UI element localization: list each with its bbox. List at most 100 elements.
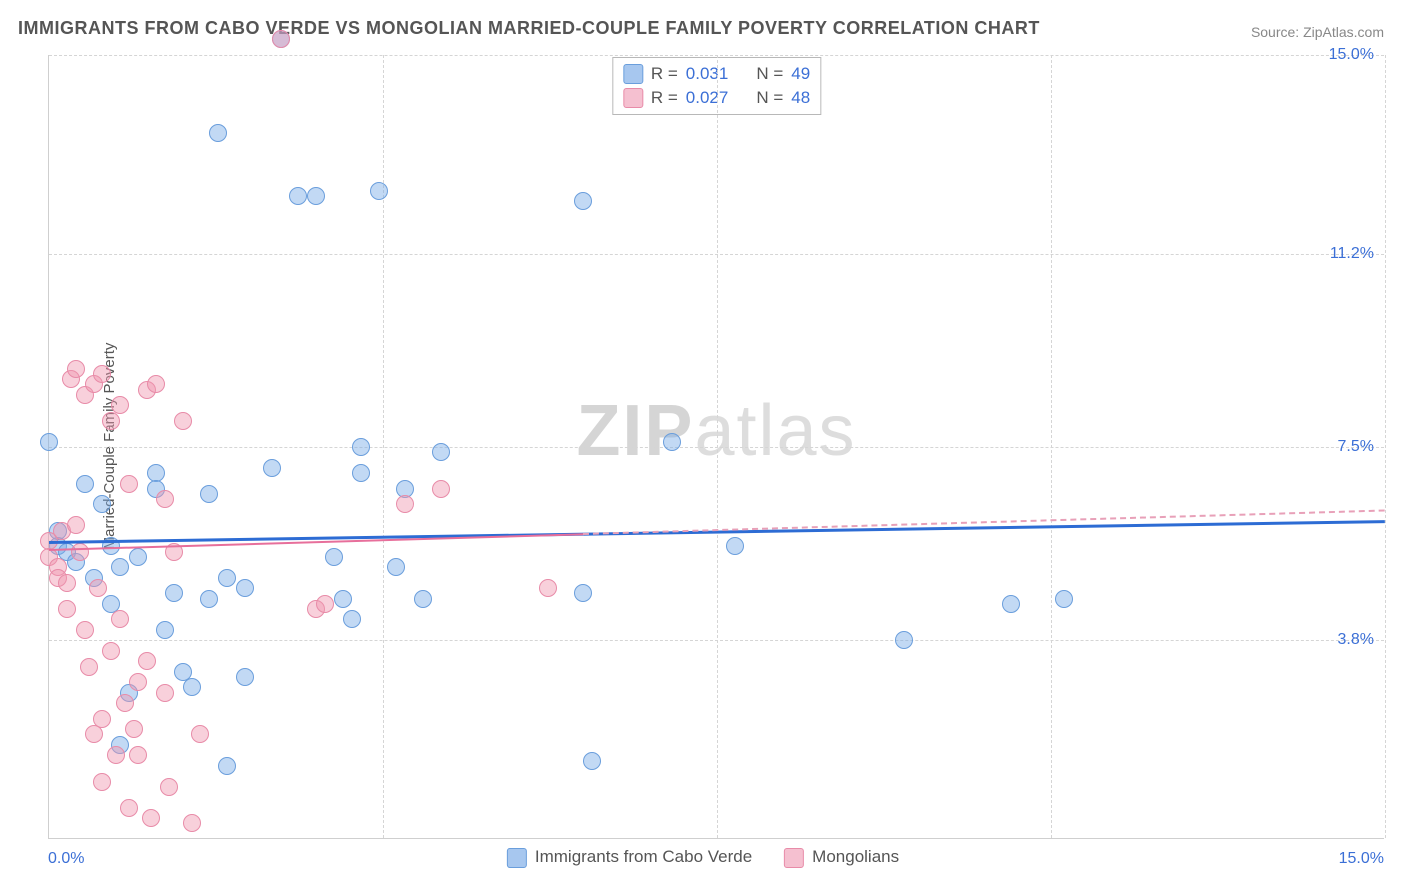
scatter-point — [414, 590, 432, 608]
scatter-point — [191, 725, 209, 743]
scatter-point — [129, 548, 147, 566]
y-tick-label: 15.0% — [1329, 46, 1374, 64]
y-tick-label: 7.5% — [1338, 438, 1374, 456]
scatter-point — [370, 182, 388, 200]
scatter-point — [93, 495, 111, 513]
scatter-point — [93, 773, 111, 791]
scatter-point — [76, 621, 94, 639]
scatter-point — [183, 814, 201, 832]
scatter-point — [236, 668, 254, 686]
scatter-point — [102, 412, 120, 430]
scatter-point — [387, 558, 405, 576]
legend-r-value: 0.031 — [686, 64, 729, 84]
scatter-point — [200, 485, 218, 503]
scatter-point — [316, 595, 334, 613]
watermark-light: atlas — [694, 391, 856, 471]
legend-n-value: 48 — [791, 88, 810, 108]
scatter-point — [183, 678, 201, 696]
scatter-point — [156, 684, 174, 702]
scatter-point — [209, 124, 227, 142]
scatter-point — [160, 778, 178, 796]
legend-swatch — [623, 64, 643, 84]
scatter-point — [67, 360, 85, 378]
scatter-point — [67, 516, 85, 534]
scatter-point — [1055, 590, 1073, 608]
scatter-point — [334, 590, 352, 608]
scatter-point — [663, 433, 681, 451]
scatter-point — [71, 543, 89, 561]
scatter-point — [200, 590, 218, 608]
gridline-v — [383, 55, 384, 838]
scatter-point — [120, 475, 138, 493]
legend-r-label: R = — [651, 88, 678, 108]
scatter-point — [574, 192, 592, 210]
gridline-v — [1385, 55, 1386, 838]
scatter-point — [156, 621, 174, 639]
scatter-point — [85, 725, 103, 743]
source-attribution: Source: ZipAtlas.com — [1251, 24, 1384, 40]
scatter-point — [107, 746, 125, 764]
scatter-point — [111, 610, 129, 628]
scatter-point — [343, 610, 361, 628]
scatter-point — [142, 809, 160, 827]
watermark-bold: ZIP — [576, 391, 694, 471]
scatter-point — [432, 443, 450, 461]
scatter-point — [352, 464, 370, 482]
scatter-point — [93, 365, 111, 383]
scatter-point — [895, 631, 913, 649]
legend-n-label: N = — [756, 88, 783, 108]
scatter-point — [40, 433, 58, 451]
legend-item: Mongolians — [784, 847, 899, 868]
chart-title: IMMIGRANTS FROM CABO VERDE VS MONGOLIAN … — [18, 18, 1040, 39]
legend-bottom: Immigrants from Cabo Verde Mongolians — [507, 847, 899, 868]
scatter-point — [583, 752, 601, 770]
legend-swatch — [507, 848, 527, 868]
scatter-point — [129, 673, 147, 691]
scatter-point — [1002, 595, 1020, 613]
gridline-v — [1051, 55, 1052, 838]
scatter-point — [156, 490, 174, 508]
y-tick-label: 11.2% — [1330, 245, 1374, 263]
legend-n-label: N = — [756, 64, 783, 84]
legend-swatch — [784, 848, 804, 868]
legend-item: Immigrants from Cabo Verde — [507, 847, 752, 868]
scatter-point — [93, 710, 111, 728]
scatter-point — [111, 396, 129, 414]
scatter-point — [574, 584, 592, 602]
scatter-point — [174, 412, 192, 430]
scatter-point — [120, 799, 138, 817]
scatter-point — [272, 30, 290, 48]
scatter-point — [165, 584, 183, 602]
x-tick-max: 15.0% — [1339, 850, 1384, 868]
scatter-point — [80, 658, 98, 676]
scatter-point — [129, 746, 147, 764]
scatter-point — [147, 375, 165, 393]
y-tick-label: 3.8% — [1338, 631, 1374, 649]
scatter-point — [263, 459, 281, 477]
scatter-point — [325, 548, 343, 566]
plot-area: ZIPatlas R = 0.031 N = 49 R = 0.027 N = 48 3.8%… — [48, 55, 1384, 839]
scatter-point — [218, 757, 236, 775]
scatter-point — [111, 558, 129, 576]
scatter-point — [726, 537, 744, 555]
legend-label: Immigrants from Cabo Verde — [535, 847, 752, 866]
scatter-point — [432, 480, 450, 498]
scatter-point — [58, 600, 76, 618]
scatter-point — [218, 569, 236, 587]
scatter-point — [102, 642, 120, 660]
scatter-point — [539, 579, 557, 597]
scatter-point — [125, 720, 143, 738]
gridline-v — [717, 55, 718, 838]
legend-label: Mongolians — [812, 847, 899, 866]
legend-n-value: 49 — [791, 64, 810, 84]
legend-r-label: R = — [651, 64, 678, 84]
legend-r-value: 0.027 — [686, 88, 729, 108]
scatter-point — [89, 579, 107, 597]
scatter-point — [116, 694, 134, 712]
legend-swatch — [623, 88, 643, 108]
scatter-point — [396, 495, 414, 513]
scatter-point — [307, 187, 325, 205]
scatter-point — [138, 652, 156, 670]
scatter-point — [352, 438, 370, 456]
scatter-point — [58, 574, 76, 592]
